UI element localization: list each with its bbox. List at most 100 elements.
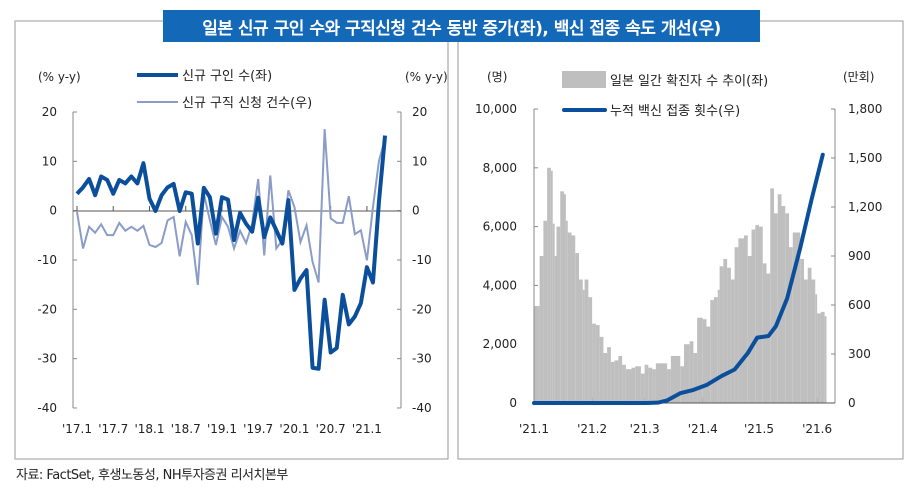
daily-cases-bar bbox=[661, 363, 668, 403]
right-y-tick-label: 300 bbox=[848, 347, 871, 361]
daily-cases-bar bbox=[800, 258, 804, 403]
left-y-tick-label: -20 bbox=[37, 302, 57, 316]
right-y-tick-label: 600 bbox=[848, 298, 871, 312]
right-y-tick-label: -30 bbox=[412, 352, 432, 366]
daily-cases-bar bbox=[762, 263, 767, 403]
right-y-tick-label: 20 bbox=[412, 105, 427, 119]
vaccinations-line bbox=[532, 152, 825, 405]
x-tick-label: '21.4 bbox=[688, 422, 718, 436]
x-tick-label: '18.1 bbox=[134, 422, 164, 436]
left-y-unit: (명) bbox=[487, 70, 507, 84]
daily-cases-bar bbox=[648, 367, 653, 403]
daily-cases-bar bbox=[652, 369, 656, 403]
daily-cases-bar bbox=[552, 223, 555, 403]
x-tick-label: '19.7 bbox=[243, 422, 273, 436]
daily-cases-bar bbox=[684, 344, 690, 403]
daily-cases-bar bbox=[796, 232, 801, 403]
right-y-tick-label: 1,500 bbox=[848, 151, 882, 165]
daily-cases-bar bbox=[631, 367, 636, 403]
daily-cases-bar bbox=[575, 253, 579, 403]
daily-cases-bar bbox=[670, 355, 677, 403]
daily-cases-bar bbox=[730, 279, 735, 403]
left-y-tick-label: 6,000 bbox=[483, 220, 517, 234]
daily-cases-bar bbox=[815, 294, 818, 403]
daily-cases-bar bbox=[792, 232, 797, 403]
right-y-tick-label: 1,200 bbox=[848, 200, 882, 214]
daily-cases-bar bbox=[571, 235, 576, 403]
daily-cases-bar bbox=[820, 311, 825, 403]
daily-cases-bar bbox=[689, 341, 694, 403]
daily-cases-bar bbox=[644, 364, 649, 403]
daily-cases-bar bbox=[655, 363, 662, 403]
x-tick-label: '21.3 bbox=[630, 422, 660, 436]
daily-cases-bar bbox=[723, 258, 728, 403]
left-y-unit: (% y-y) bbox=[38, 70, 81, 84]
daily-cases-bar bbox=[622, 364, 626, 403]
daily-cases-bar bbox=[751, 229, 756, 403]
right-y-unit: (% y-y) bbox=[405, 70, 448, 84]
daily-cases-bar bbox=[550, 170, 553, 403]
daily-cases-bar bbox=[702, 319, 707, 403]
right-y-tick-label: -40 bbox=[412, 401, 432, 415]
daily-cases-bar bbox=[770, 188, 774, 403]
daily-cases-bar bbox=[595, 325, 600, 403]
job-openings-line bbox=[75, 135, 388, 371]
daily-cases-bar bbox=[824, 316, 827, 403]
daily-cases-bar bbox=[567, 232, 572, 403]
daily-cases-bar bbox=[667, 369, 671, 403]
daily-cases-bar bbox=[817, 313, 821, 403]
daily-cases-bar bbox=[564, 194, 566, 403]
right-y-tick-label: 10 bbox=[412, 154, 427, 168]
right-y-unit: (만회) bbox=[843, 70, 874, 84]
daily-cases-bar bbox=[603, 353, 608, 403]
x-tick-label: '20.7 bbox=[316, 422, 346, 436]
daily-cases-bar bbox=[565, 220, 568, 403]
daily-cases-bar bbox=[717, 289, 720, 403]
x-tick-label: '20.1 bbox=[279, 422, 309, 436]
left-y-tick-label: 10 bbox=[42, 154, 57, 168]
right-chart: (명) (만회) 일본 일간 확진자 수 추이(좌) 누적 백신 접종 횟수(우… bbox=[475, 70, 882, 436]
daily-cases-bar bbox=[614, 360, 619, 403]
right-y-tick-label: -10 bbox=[412, 253, 432, 267]
left-y-tick-label: -30 bbox=[37, 352, 57, 366]
left-y-tick-label: 10,000 bbox=[475, 102, 517, 116]
daily-cases-bar bbox=[807, 267, 812, 403]
daily-cases-bar bbox=[789, 247, 793, 403]
right-y-tick-label: 0 bbox=[848, 396, 856, 410]
daily-cases-bar bbox=[766, 273, 771, 403]
daily-cases-bar bbox=[804, 279, 808, 403]
daily-cases-bar bbox=[706, 326, 711, 403]
x-tick-label: '21.1 bbox=[519, 422, 549, 436]
daily-cases-bar bbox=[744, 235, 748, 403]
right-y-tick-label: -20 bbox=[412, 302, 432, 316]
left-y-tick-label: 0 bbox=[509, 396, 517, 410]
daily-cases-bar bbox=[625, 369, 632, 403]
left-y-tick-label: 2,000 bbox=[483, 337, 517, 351]
daily-cases-bar bbox=[811, 279, 816, 403]
daily-cases-bar bbox=[556, 226, 561, 403]
right-y-tick-label: 900 bbox=[848, 249, 871, 263]
source-note: 자료: FactSet, 후생노동성, NH투자증권 리서치본부 bbox=[16, 468, 288, 483]
job-applications-line bbox=[76, 129, 387, 286]
right-y-tick-label: 1,800 bbox=[848, 102, 882, 116]
daily-cases-bar bbox=[738, 238, 744, 403]
daily-cases-bar bbox=[547, 167, 551, 403]
daily-cases-bar bbox=[727, 267, 731, 403]
daily-cases-bar bbox=[693, 353, 698, 403]
x-tick-label: '21.5 bbox=[744, 422, 774, 436]
daily-cases-bar bbox=[640, 373, 645, 403]
daily-cases-bar bbox=[719, 266, 724, 403]
legend-label-vaccinations: 누적 백신 접종 횟수(우) bbox=[610, 104, 740, 119]
x-tick-label: '18.7 bbox=[171, 422, 201, 436]
daily-cases-bar bbox=[534, 305, 540, 403]
daily-cases-bar bbox=[714, 297, 718, 403]
daily-cases-bar bbox=[680, 366, 684, 403]
daily-cases-bar bbox=[777, 194, 782, 403]
daily-cases-bar bbox=[579, 279, 583, 403]
legend-label-job-openings: 신규 구인 수(좌) bbox=[182, 69, 272, 84]
daily-cases-bar bbox=[584, 279, 589, 403]
x-tick-label: '17.1 bbox=[62, 422, 92, 436]
daily-cases-bar bbox=[747, 256, 752, 403]
left-y-tick-label: -40 bbox=[37, 401, 57, 415]
